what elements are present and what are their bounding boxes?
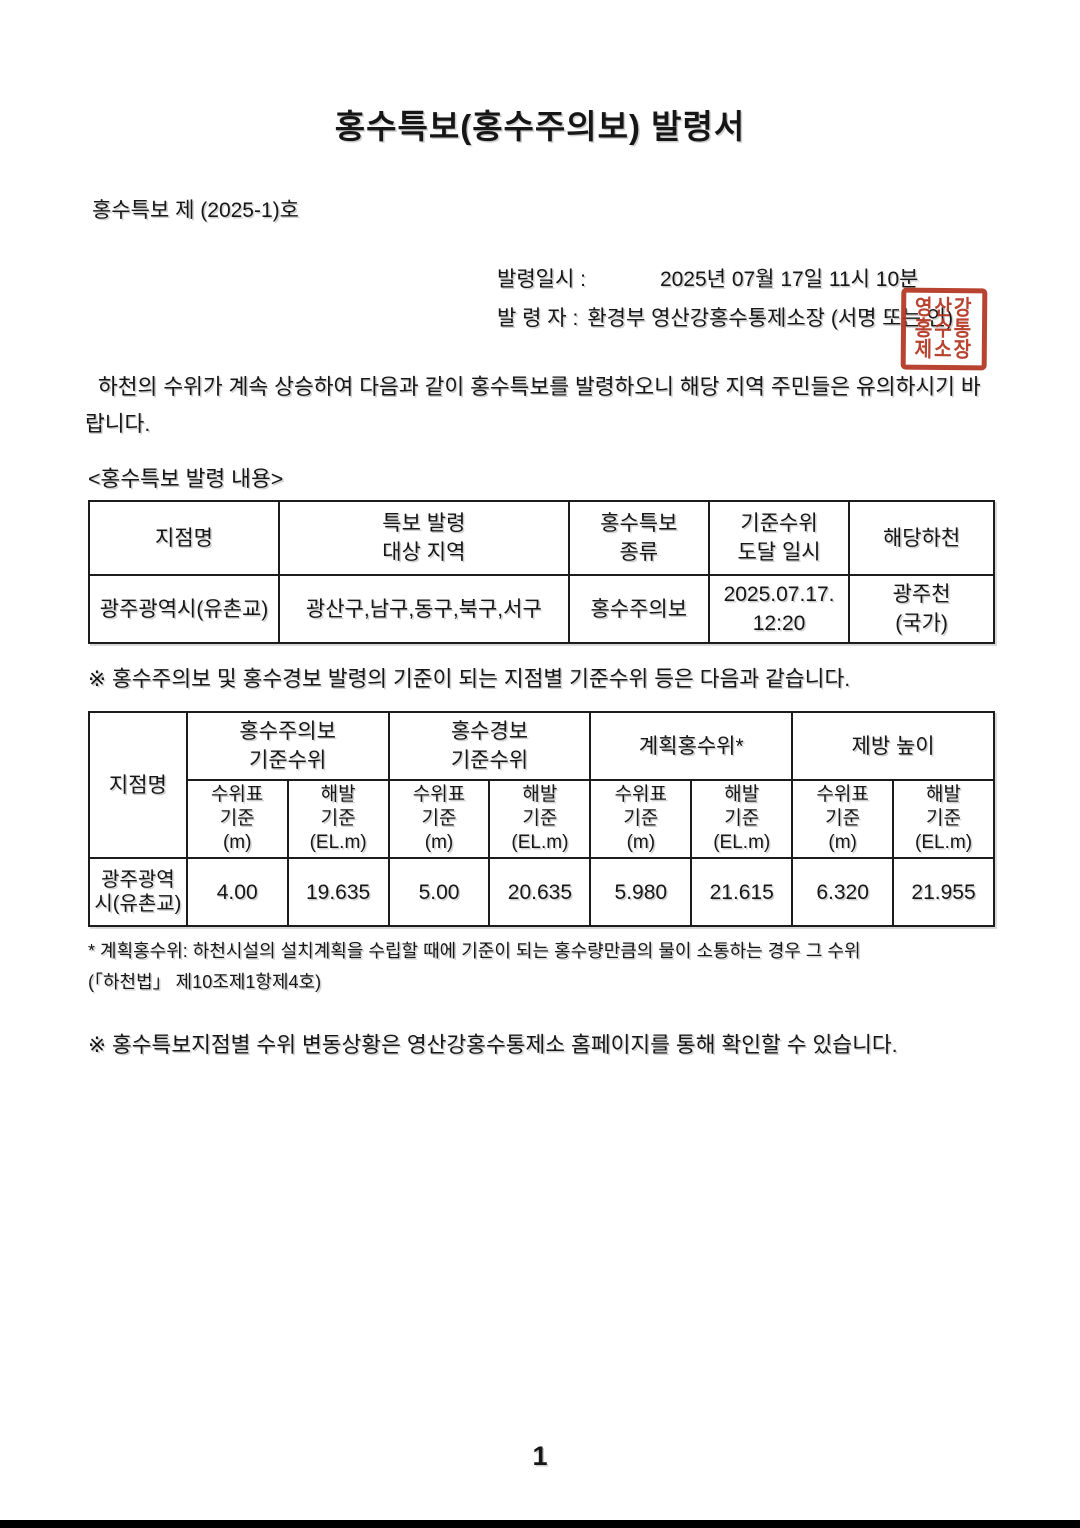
sub-header-gauge: 수위표 기준 (m) — [387, 779, 491, 859]
issue-date-value: 2025년 07월 17일 11시 10분 — [659, 268, 919, 291]
document-number: 홍수특보 제 (2025-1)호 — [92, 199, 299, 222]
sub-header-elevation: 해발 기준 (EL.m) — [488, 779, 592, 859]
col-header-advisory-type: 홍수특보 종류 — [567, 500, 710, 576]
body-paragraph: 하천의 수위가 계속 상승하여 다음과 같이 홍수특보를 발령하오니 해당 지역… — [85, 375, 981, 436]
issuer-line: 발 령 자 : 환경부 영산강홍수통제소장 (서명 또는 인) — [497, 299, 953, 338]
document-title: 홍수특보(홍수주의보) 발령서 — [334, 108, 746, 145]
criteria-table-data-row: 광주광역시(유촌교) 4.00 19.635 5.00 20.635 5.980… — [88, 857, 995, 927]
cell-value: 21.955 — [892, 857, 995, 927]
cell-station: 광주광역시(유촌교) — [87, 574, 281, 644]
sub-header-gauge: 수위표 기준 (m) — [791, 779, 895, 859]
cell-river: 광주천 (국가) — [848, 574, 995, 644]
issuance-table-data-row: 광주광역시(유촌교) 광산구,남구,동구,북구,서구 홍수주의보 2025.07… — [87, 574, 995, 644]
seal-text-line: 제소장 — [914, 337, 974, 363]
cell-value: 20.635 — [488, 857, 592, 927]
page-number: 1 — [532, 1441, 548, 1471]
sub-header-gauge: 수위표 기준 (m) — [185, 779, 289, 859]
issue-date-label: 발령일시 : — [497, 268, 586, 291]
issuer-label: 발 령 자 : — [497, 307, 579, 330]
cell-value: 4.00 — [185, 857, 289, 927]
group-header-levee-height: 제방 높이 — [791, 711, 995, 781]
issuance-table-header-row: 지점명 특보 발령 대상 지역 홍수특보 종류 기준수위 도달 일시 해당하천 — [87, 500, 995, 576]
cell-reach-time: 2025.07.17. 12:20 — [707, 574, 851, 644]
cell-advisory-type: 홍수주의보 — [567, 574, 710, 644]
sub-header-elevation: 해발 기준 (EL.m) — [892, 779, 995, 859]
col-header-reach-time: 기준수위 도달 일시 — [707, 500, 851, 576]
cell-value: 6.320 — [791, 857, 895, 927]
issuer-value: 환경부 영산강홍수통제소장 (서명 또는 인) — [587, 307, 954, 330]
section-heading: <홍수특보 발령 내용> — [88, 467, 284, 491]
criteria-note: ※ 홍수주의보 및 홍수경보 발령의 기준이 되는 지점별 기준수위 등은 다음… — [88, 667, 851, 691]
cell-value: 19.635 — [286, 857, 390, 927]
cell-target-area: 광산구,남구,동구,북구,서구 — [278, 574, 570, 644]
cell-value: 21.615 — [690, 857, 794, 927]
seal-text-line: 홍수통 — [914, 316, 974, 342]
criteria-table: 지점명 홍수주의보 기준수위 홍수경보 기준수위 계획홍수위* 제방 높이 수위… — [88, 711, 995, 927]
seal-text-line: 영산강 — [914, 295, 974, 321]
col-header-station: 지점명 — [87, 500, 281, 576]
cell-value: 5.00 — [387, 857, 491, 927]
footnote-line-1: * 계획홍수위: 하천시설의 설치계획을 수립할 때에 기준이 되는 홍수량만큼… — [88, 941, 861, 961]
issuance-table: 지점명 특보 발령 대상 지역 홍수특보 종류 기준수위 도달 일시 해당하천 … — [87, 500, 995, 644]
design-flood-level-footnote: * 계획홍수위: 하천시설의 설치계획을 수립할 때에 기준이 되는 홍수량만큼… — [88, 936, 861, 998]
col-header-river: 해당하천 — [848, 500, 995, 576]
sub-header-elevation: 해발 기준 (EL.m) — [286, 779, 390, 859]
criteria-table-sub-header-row: 수위표 기준 (m) 해발 기준 (EL.m) 수위표 기준 (m) 해발 기준… — [89, 779, 995, 859]
cell-value: 5.980 — [589, 857, 693, 927]
website-note: ※ 홍수특보지점별 수위 변동상황은 영산강홍수통제소 홈페이지를 통해 확인할… — [88, 1033, 898, 1057]
col-header-target-area: 특보 발령 대상 지역 — [278, 500, 570, 576]
official-seal-icon: 영산강 홍수통 제소장 — [900, 287, 988, 371]
group-header-advisory-level: 홍수주의보 기준수위 — [185, 711, 390, 781]
viewer-bottom-bar — [0, 1520, 1080, 1528]
group-header-warning-level: 홍수경보 기준수위 — [387, 711, 592, 781]
cell-station: 광주광역시(유촌교) — [88, 857, 188, 927]
footnote-line-2: (「하천법」 제10조제1항제4호) — [88, 972, 322, 992]
sub-header-elevation: 해발 기준 (EL.m) — [690, 779, 794, 859]
col-header-station: 지점명 — [88, 711, 188, 859]
issue-date-line: 발령일시 : 2025년 07월 17일 11시 10분 — [497, 260, 953, 299]
issue-info-block: 발령일시 : 2025년 07월 17일 11시 10분 발 령 자 : 환경부… — [497, 260, 953, 338]
group-header-design-flood-level: 계획홍수위* — [589, 711, 794, 781]
sub-header-gauge: 수위표 기준 (m) — [589, 779, 693, 859]
criteria-table-group-header-row: 지점명 홍수주의보 기준수위 홍수경보 기준수위 계획홍수위* 제방 높이 — [88, 711, 995, 859]
